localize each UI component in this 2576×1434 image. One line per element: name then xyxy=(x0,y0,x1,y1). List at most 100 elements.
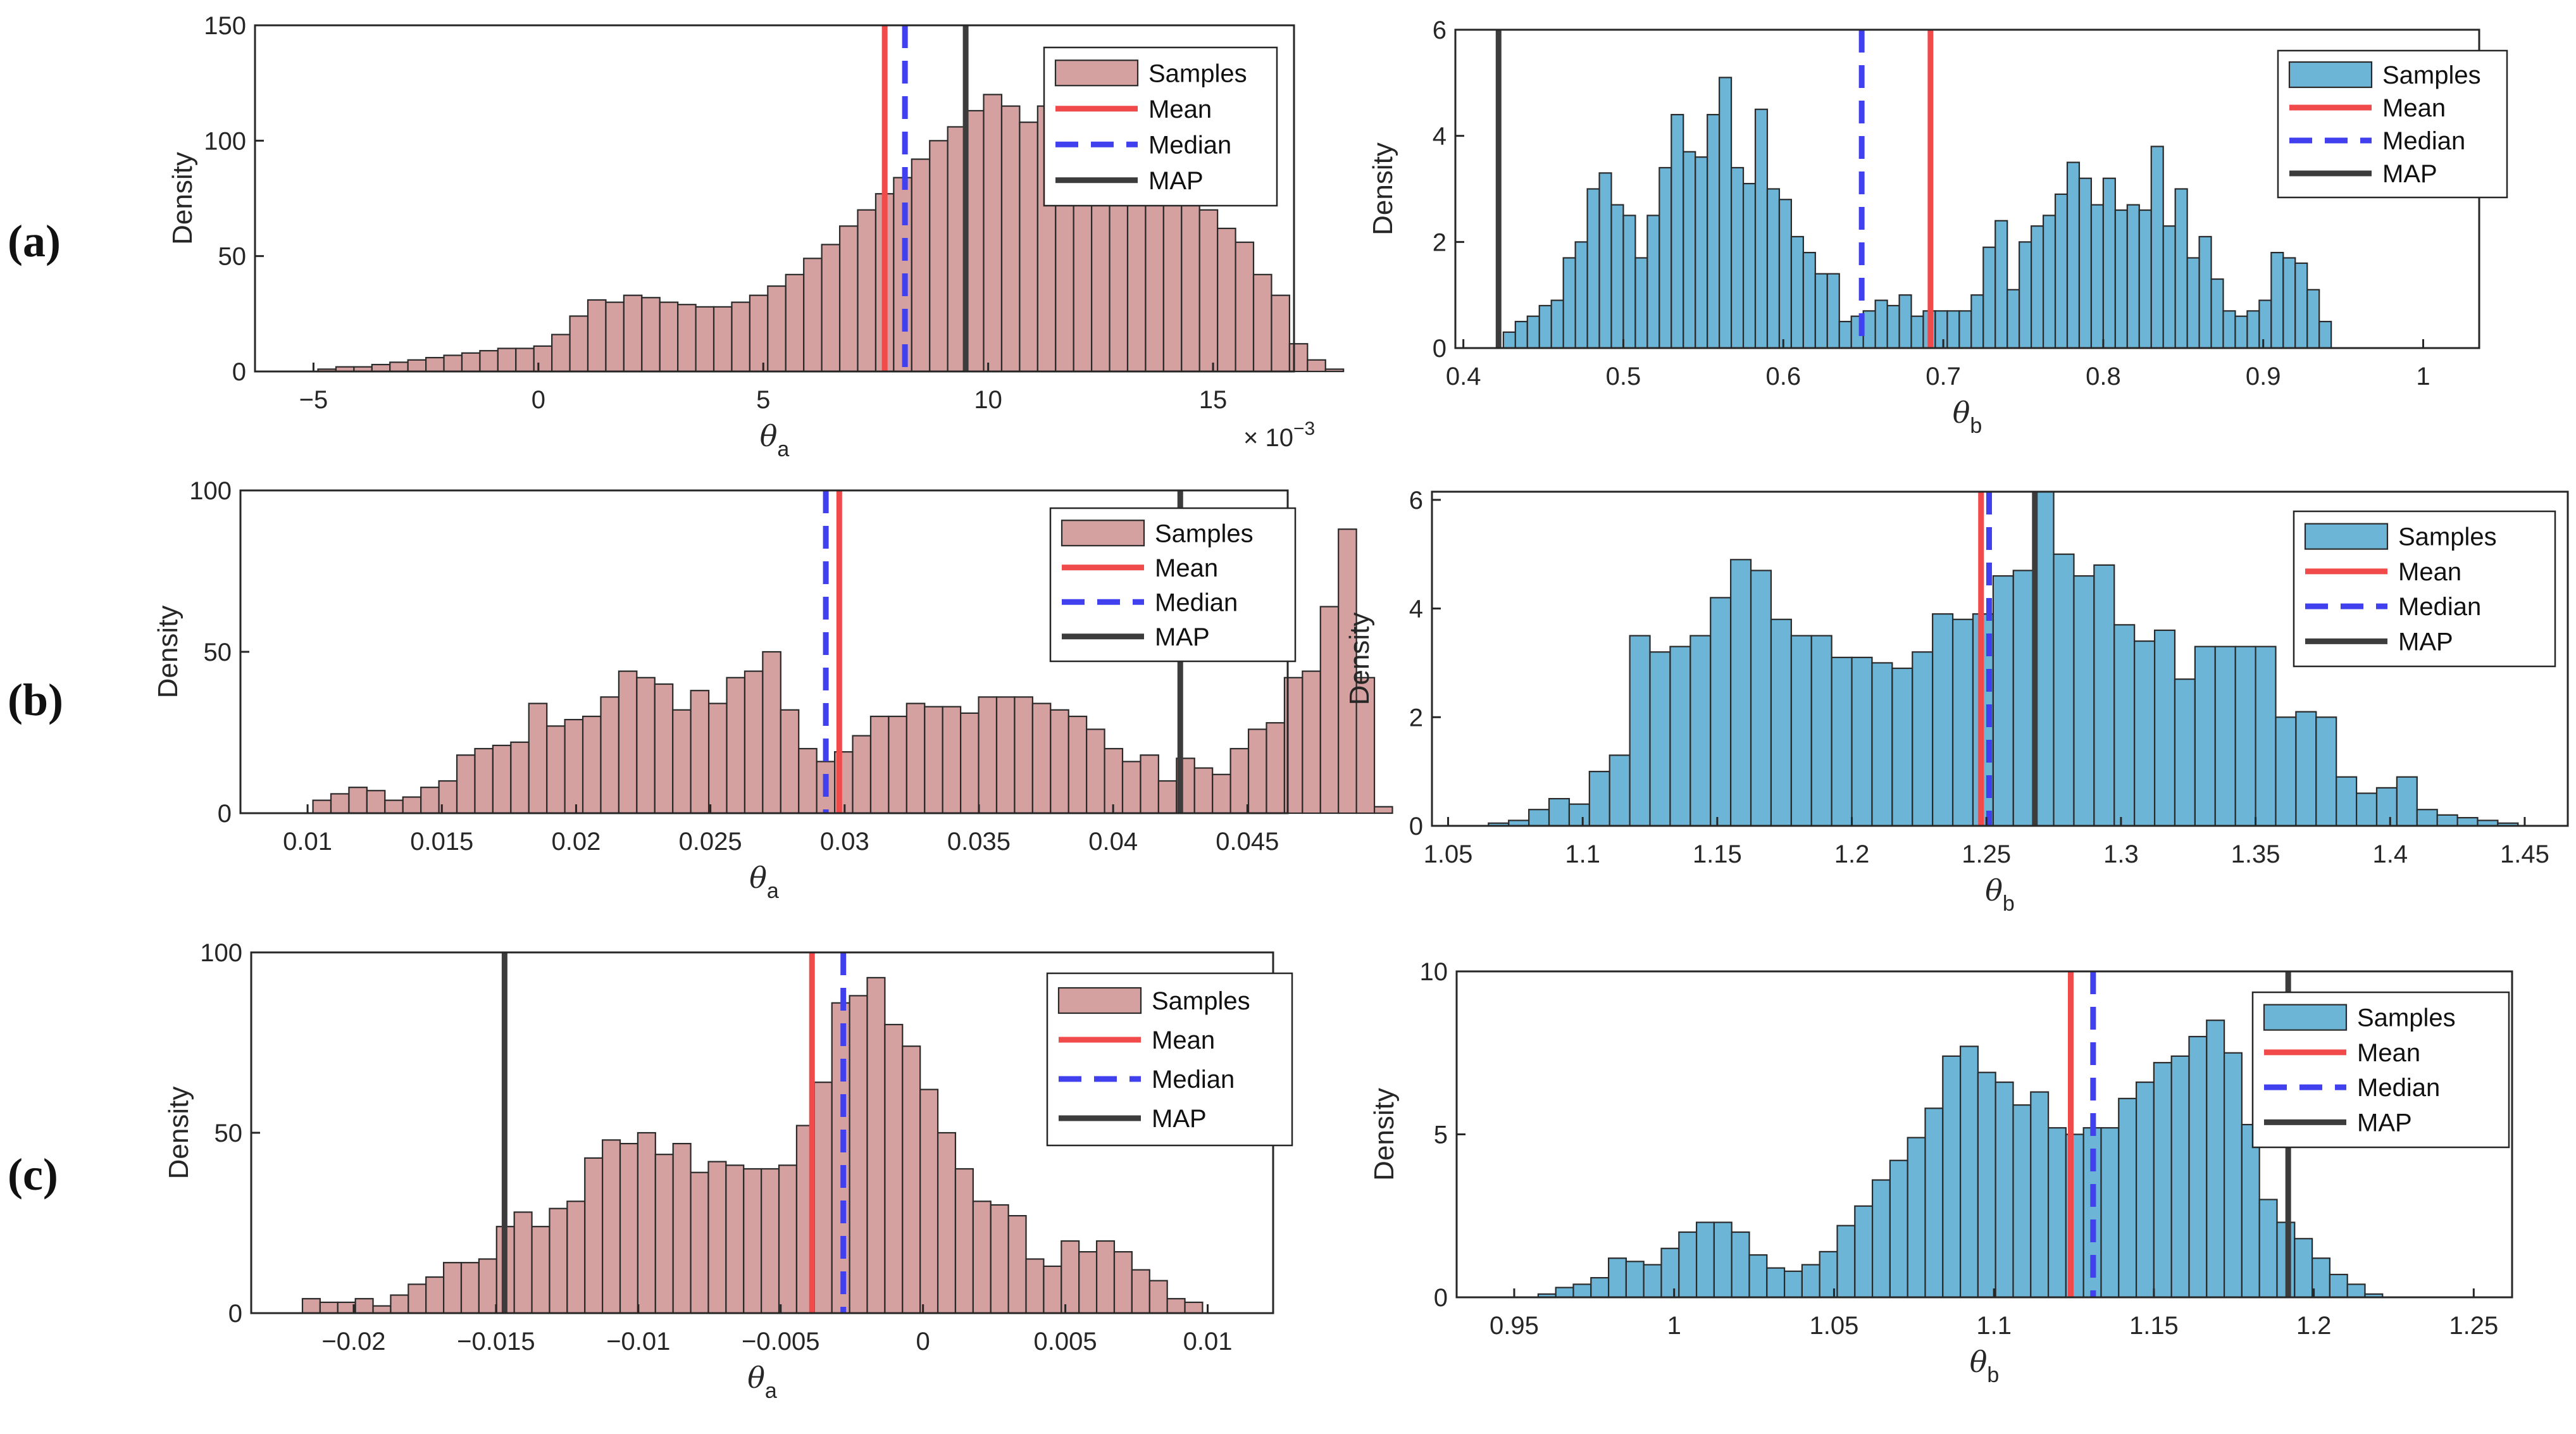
histogram-bar xyxy=(2258,1199,2278,1299)
histogram-bar xyxy=(1946,310,1960,349)
histogram-bar xyxy=(654,1154,674,1314)
histogram-bar xyxy=(2042,215,2056,349)
x-tick-label: 0.9 xyxy=(2246,363,2281,390)
histogram-bar xyxy=(919,1088,939,1314)
histogram-bar xyxy=(1810,635,1832,827)
x-tick-label: 5 xyxy=(756,386,770,414)
histogram-bar xyxy=(1193,767,1214,814)
histogram-bar xyxy=(2174,678,2196,827)
histogram-bar xyxy=(1790,235,1804,349)
histogram-bar xyxy=(690,1171,709,1314)
histogram-bar xyxy=(1373,806,1393,814)
x-tick-label: 1.25 xyxy=(2449,1312,2498,1340)
histogram-bar xyxy=(712,306,733,373)
histogram-bar xyxy=(1874,299,1888,349)
histogram-bar xyxy=(330,793,350,814)
x-tick-label: 1.1 xyxy=(1565,840,1600,868)
legend-label-mean: Mean xyxy=(1152,1026,1215,1054)
histogram-bar xyxy=(407,359,427,373)
histogram-bar xyxy=(1050,709,1069,814)
histogram-bar xyxy=(2093,564,2115,827)
chart-c-theta-b: 0.95 1 1.05 1.1 1.15 1.2 1.25 0 5 10 θb Density Samp… xyxy=(1369,958,2513,1387)
histogram-bar xyxy=(2153,1062,2172,1299)
histogram-bar xyxy=(425,357,445,373)
x-tick-label: 0.025 xyxy=(679,828,742,856)
histogram-bar xyxy=(744,670,764,814)
histogram-bar xyxy=(582,715,602,814)
histogram-bar xyxy=(1148,1280,1168,1314)
histogram-bar xyxy=(1235,241,1255,373)
histogram-bar xyxy=(531,1226,551,1314)
histogram-bar xyxy=(1019,122,1038,373)
histogram-bar xyxy=(1586,188,1600,349)
legend-swatch-samples xyxy=(2304,523,2389,550)
histogram-bar xyxy=(995,696,1016,814)
histogram-bar xyxy=(2214,645,2236,827)
histogram-bar xyxy=(1302,670,1321,814)
histogram-bar xyxy=(1113,1250,1133,1314)
histogram-bar xyxy=(2222,310,2236,349)
histogram-bar xyxy=(2234,645,2256,827)
histogram-bar xyxy=(2012,570,2034,827)
legend: Samples Mean Median MAP xyxy=(2293,510,2556,668)
legend-label-samples: Samples xyxy=(1152,987,1250,1015)
histogram-bar xyxy=(546,725,566,814)
histogram-bar xyxy=(857,209,877,373)
histogram-bar xyxy=(1783,1270,1803,1299)
histogram-bar xyxy=(2346,1283,2366,1299)
legend-label-map: MAP xyxy=(2398,628,2453,656)
histogram-bar xyxy=(1766,188,1781,349)
x-tick-label: 1.2 xyxy=(1834,840,1870,868)
legend-label-mean: Mean xyxy=(2398,558,2461,586)
histogram-bar xyxy=(2241,1123,2260,1299)
histogram-bar xyxy=(778,1164,798,1314)
x-tick-label: 0 xyxy=(532,386,545,414)
legend-label-median: Median xyxy=(1148,131,1231,159)
y-axis-label: Density xyxy=(1367,142,1398,235)
histogram-bar xyxy=(2456,817,2479,827)
histogram-bar xyxy=(1588,771,1610,827)
histogram-bar xyxy=(2007,289,2020,349)
x-tick-label: 0.7 xyxy=(1926,363,1961,390)
x-tick-label: 1.2 xyxy=(2296,1312,2332,1340)
histogram-bar xyxy=(2329,1273,2348,1299)
histogram-bar xyxy=(695,306,715,373)
y-tick-label: 100 xyxy=(200,939,242,967)
histogram-bar xyxy=(1247,728,1267,814)
histogram-bar xyxy=(348,787,368,814)
x-tick-label: 0.015 xyxy=(410,828,473,856)
row-label-a: (a) xyxy=(8,216,61,266)
y-tick-label: 4 xyxy=(1409,595,1423,623)
legend: Samples Mean Median MAP xyxy=(2251,991,2510,1149)
x-tick-label: 1.15 xyxy=(1693,840,1742,868)
histogram-bar xyxy=(1730,559,1752,827)
histogram-bar xyxy=(2170,1055,2190,1299)
histogram-bar xyxy=(2090,204,2104,349)
legend-label-samples: Samples xyxy=(1148,59,1247,87)
histogram-bar xyxy=(1754,108,1769,349)
histogram-bar xyxy=(2114,209,2128,349)
histogram-bar xyxy=(510,741,530,814)
y-axis-label: Density xyxy=(167,152,198,245)
histogram-bar xyxy=(1562,257,1576,349)
histogram-bar xyxy=(551,334,571,373)
histogram-bar xyxy=(803,258,823,373)
y-tick-label: 2 xyxy=(1409,704,1423,732)
y-tick-label: 50 xyxy=(204,639,232,666)
histogram-bar xyxy=(1742,183,1757,349)
histogram-bar xyxy=(461,352,481,373)
histogram-bar xyxy=(1658,166,1672,349)
y-tick-label: 50 xyxy=(215,1119,243,1147)
histogram-bar xyxy=(726,676,746,814)
histogram-bar xyxy=(2210,278,2224,349)
histogram-bar xyxy=(2134,640,2156,827)
histogram-bar xyxy=(798,747,818,814)
histogram-bar xyxy=(1959,1045,1979,1299)
histogram-bar xyxy=(1095,1240,1116,1314)
histogram-bar xyxy=(1958,310,1972,349)
histogram-bar xyxy=(1889,1159,1908,1299)
histogram-bar xyxy=(1898,294,1912,349)
histogram-bars xyxy=(1488,490,2519,827)
y-tick-label: 0 xyxy=(228,1300,242,1328)
histogram-bar xyxy=(2162,225,2176,349)
